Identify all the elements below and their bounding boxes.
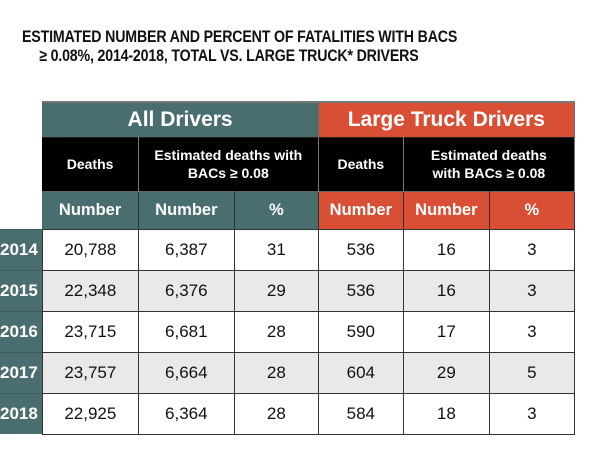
subheader-lt-estimated: Estimated deaths with BACs ≥ 0.08 <box>403 136 575 191</box>
col-header-all-deaths-number: Number <box>42 190 139 229</box>
subheader-lt-deaths: Deaths <box>318 136 404 191</box>
cell-all-bac-pct: 28 <box>233 351 319 394</box>
subheader-all-est-line1: Estimated deaths with <box>154 147 303 163</box>
col-header-all-bac-pct: % <box>234 190 319 229</box>
cell-all-bac-pct: 28 <box>233 392 319 435</box>
subheader-all-deaths: Deaths <box>42 136 139 191</box>
cell-all-bac-number: 6,681 <box>137 310 235 353</box>
cell-lt-bac-pct: 5 <box>488 351 575 394</box>
col-header-lt-bac-pct: % <box>489 190 575 229</box>
cell-lt-bac-number: 16 <box>402 269 490 312</box>
cell-all-deaths: 22,925 <box>41 392 139 435</box>
col-header-all-bac-number: Number <box>138 190 235 229</box>
subheader-all-estimated: Estimated deaths with BACs ≥ 0.08 <box>138 136 319 191</box>
table-row: 2014 20,788 6,387 31 536 16 3 <box>0 228 575 271</box>
column-header-row: Number Number % Number Number % <box>0 190 575 229</box>
subheader-all-est-line2: BACs ≥ 0.08 <box>187 165 269 181</box>
cell-all-deaths: 20,788 <box>41 228 139 271</box>
row-year: 2015 <box>0 269 43 311</box>
cell-lt-bac-pct: 3 <box>488 269 575 312</box>
corner-blank <box>0 191 43 229</box>
corner-blank <box>0 102 43 137</box>
cell-lt-bac-number: 16 <box>402 228 490 271</box>
cell-all-deaths: 23,715 <box>41 310 139 353</box>
group-header-all-drivers: All Drivers <box>42 101 319 137</box>
cell-all-bac-number: 6,387 <box>137 228 235 271</box>
row-year: 2016 <box>0 310 43 352</box>
cell-all-deaths: 22,348 <box>41 269 139 312</box>
cell-all-bac-number: 6,664 <box>137 351 235 394</box>
cell-lt-bac-pct: 3 <box>488 310 575 353</box>
row-year: 2017 <box>0 351 43 393</box>
cell-lt-bac-pct: 3 <box>488 228 575 271</box>
cell-all-bac-number: 6,364 <box>137 392 235 435</box>
cell-lt-deaths: 536 <box>317 269 404 312</box>
cell-all-bac-pct: 31 <box>233 228 319 271</box>
table-row: 2017 23,757 6,664 28 604 29 5 <box>0 351 575 394</box>
title-line-2: ≥ 0.08%, 2014-2018, TOTAL VS. LARGE TRUC… <box>39 47 419 65</box>
subheader-row: Deaths Estimated deaths with BACs ≥ 0.08… <box>0 136 575 191</box>
row-year: 2018 <box>0 392 43 434</box>
cell-lt-bac-pct: 3 <box>488 392 575 435</box>
cell-lt-deaths: 536 <box>317 228 404 271</box>
cell-lt-bac-number: 29 <box>402 351 490 394</box>
title-line-1: ESTIMATED NUMBER AND PERCENT OF FATALITI… <box>22 28 458 46</box>
cell-all-bac-pct: 28 <box>233 310 319 353</box>
corner-blank <box>0 137 43 191</box>
table-row: 2015 22,348 6,376 29 536 16 3 <box>0 269 575 312</box>
subheader-lt-est-line1: Estimated deaths <box>430 147 547 163</box>
cell-all-bac-pct: 29 <box>233 269 319 312</box>
cell-lt-deaths: 604 <box>317 351 404 394</box>
cell-lt-bac-number: 18 <box>402 392 490 435</box>
col-header-lt-bac-number: Number <box>403 190 490 229</box>
subheader-lt-est-line2: with BACs ≥ 0.08 <box>432 165 546 181</box>
group-header-row: All Drivers Large Truck Drivers <box>0 101 575 137</box>
col-header-lt-deaths-number: Number <box>318 190 404 229</box>
table-title: ESTIMATED NUMBER AND PERCENT OF FATALITI… <box>22 28 504 66</box>
cell-all-deaths: 23,757 <box>41 351 139 394</box>
table-row: 2016 23,715 6,681 28 590 17 3 <box>0 310 575 353</box>
cell-lt-deaths: 584 <box>317 392 404 435</box>
cell-lt-deaths: 590 <box>317 310 404 353</box>
bac-fatalities-table: All Drivers Large Truck Drivers Deaths E… <box>0 101 575 435</box>
cell-lt-bac-number: 17 <box>402 310 490 353</box>
row-year: 2014 <box>0 228 43 270</box>
table-row: 2018 22,925 6,364 28 584 18 3 <box>0 392 575 435</box>
cell-all-bac-number: 6,376 <box>137 269 235 312</box>
group-header-large-truck: Large Truck Drivers <box>318 101 575 137</box>
